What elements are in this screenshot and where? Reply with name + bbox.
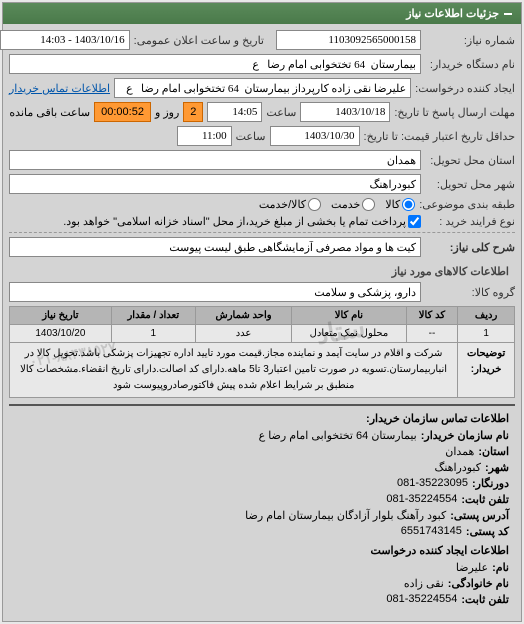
goods-group-label: گروه کالا:: [425, 286, 515, 299]
creator-info-title: اطلاعات ایجاد کننده درخواست: [15, 544, 509, 557]
deadline-time-input[interactable]: [207, 102, 262, 122]
c-province-label: استان:: [478, 445, 509, 458]
c-city: کبودراهنگ: [434, 461, 480, 474]
desc-cell: شرکت و اقلام در سایت آیمد و نماینده مجاز…: [10, 343, 458, 398]
radio-kala-khedmat-label: کالا/خدمت: [259, 198, 306, 211]
radio-kala-input[interactable]: [402, 198, 415, 211]
radio-kala-khedmat-input[interactable]: [308, 198, 321, 211]
payment-text: پرداخت تمام یا بخشی از مبلغ خرید،از محل …: [63, 215, 406, 228]
category-radio-group: کالا خدمت کالا/خدمت: [259, 198, 415, 211]
details-panel: جزئیات اطلاعات نیاز شماره نیاز: تاریخ و …: [2, 2, 522, 622]
province-input[interactable]: [9, 150, 421, 170]
separator-1: [9, 232, 515, 233]
c-phone-label: تلفن ثابت:: [461, 493, 509, 506]
city-input[interactable]: [9, 174, 421, 194]
col-5: تاریخ نیاز: [10, 307, 112, 325]
goods-group-input[interactable]: [9, 282, 421, 302]
buyer-org-label: نام دستگاه خریدار:: [425, 58, 515, 71]
need-number-label: شماره نیاز:: [425, 34, 515, 47]
contact-link[interactable]: اطلاعات تماس خریدار: [9, 82, 110, 95]
cell-0-0: 1: [458, 325, 515, 343]
collapse-icon[interactable]: [503, 9, 513, 19]
radio-kala-khedmat[interactable]: کالا/خدمت: [259, 198, 321, 211]
days-and-label: روز و: [155, 106, 179, 119]
c-phone: 081-35224554: [386, 493, 457, 506]
radio-kala[interactable]: کالا: [385, 198, 415, 211]
form-area: شماره نیاز: تاریخ و ساعت اعلان عمومی: نا…: [3, 24, 521, 621]
min-validity-time-input[interactable]: [177, 126, 232, 146]
min-validity-date-input[interactable]: [270, 126, 360, 146]
category-label: طبقه بندی موضوعی:: [419, 198, 515, 211]
radio-khedmat-input[interactable]: [362, 198, 375, 211]
time-label-2: ساعت: [236, 130, 266, 143]
c-postal: 6551743145: [401, 525, 462, 538]
col-3: واحد شمارش: [195, 307, 291, 325]
panel-title: جزئیات اطلاعات نیاز: [406, 7, 499, 20]
c-name: علیرضا: [456, 561, 488, 574]
desc-row: توضیحات خریدار: شرکت و اقلام در سایت آیم…: [10, 343, 515, 398]
deadline-date-input[interactable]: [300, 102, 390, 122]
creator-input[interactable]: [114, 78, 411, 98]
c-org: بیمارستان 64 تختخوابی امام رضا ع: [259, 429, 417, 442]
col-0: ردیف: [458, 307, 515, 325]
payment-checkbox-item[interactable]: پرداخت تمام یا بخشی از مبلغ خرید،از محل …: [63, 215, 421, 228]
radio-khedmat[interactable]: خدمت: [331, 198, 375, 211]
c-city-label: شهر:: [485, 461, 509, 474]
province-label: استان محل تحویل:: [425, 154, 515, 167]
contact-title: اطلاعات تماس سازمان خریدار:: [15, 412, 509, 425]
cell-0-5: 1403/10/20: [10, 325, 112, 343]
col-1: کد کالا: [406, 307, 458, 325]
announce-label: تاریخ و ساعت اعلان عمومی:: [134, 34, 264, 47]
table-row: 1 -- محلول نمک متعادل عدد 1 1403/10/20: [10, 325, 515, 343]
goods-table: ردیف کد کالا نام کالا واحد شمارش تعداد /…: [9, 306, 515, 398]
cell-0-4: 1: [111, 325, 195, 343]
city-label: شهر محل تحویل:: [425, 178, 515, 191]
need-number-input[interactable]: [276, 30, 421, 50]
remaining-label: ساعت باقی مانده: [9, 106, 90, 119]
payment-checkbox[interactable]: [408, 215, 421, 228]
c-fax: 081-35223095: [397, 477, 468, 490]
c-postal-label: کد پستی:: [466, 525, 509, 538]
goods-section-title: اطلاعات کالاهای مورد نیاز: [9, 261, 515, 282]
contact-section: اطلاعات تماس سازمان خریدار: نام سازمان خ…: [9, 404, 515, 615]
table-wrapper: ستاد ۰۲۱-۸۸۴۳۸۵۲۷ ردیف کد کالا نام کالا …: [9, 306, 515, 398]
payment-label: نوع فرایند خرید :: [425, 215, 515, 228]
c-fixed-phone-label: تلفن ثابت:: [461, 593, 509, 606]
c-org-label: نام سازمان خریدار:: [421, 429, 509, 442]
buyer-org-input[interactable]: [9, 54, 421, 74]
c-family-label: نام خانوادگی:: [448, 577, 509, 590]
radio-kala-label: کالا: [385, 198, 400, 211]
need-title-input[interactable]: [9, 237, 421, 257]
creator-label: ایجاد کننده درخواست:: [415, 82, 515, 95]
radio-khedmat-label: خدمت: [331, 198, 360, 211]
c-fixed-phone: 081-35224554: [386, 593, 457, 606]
announce-input[interactable]: [0, 30, 130, 50]
time-label-1: ساعت: [266, 106, 296, 119]
cell-0-2: محلول نمک متعادل: [292, 325, 406, 343]
c-fax-label: دورنگار:: [472, 477, 509, 490]
c-addr-label: آدرس پستی:: [450, 509, 509, 522]
c-family: نقی زاده: [404, 577, 444, 590]
cell-0-1: --: [406, 325, 458, 343]
days-count-box: 2: [183, 102, 203, 122]
cell-0-3: عدد: [195, 325, 291, 343]
need-title-label: شرح کلی نیاز:: [425, 241, 515, 254]
c-province: همدان: [445, 445, 474, 458]
min-validity-label: حداقل تاریخ اعتبار قیمت: تا تاریخ:: [364, 130, 515, 143]
c-addr: کبود رآهنگ بلوار آزادگان بیمارستان امام …: [245, 509, 446, 522]
col-4: تعداد / مقدار: [111, 307, 195, 325]
deadline-label: مهلت ارسال پاسخ تا تاریخ:: [394, 106, 515, 119]
col-2: نام کالا: [292, 307, 406, 325]
countdown-box: 00:00:52: [94, 102, 151, 122]
desc-label-cell: توضیحات خریدار:: [458, 343, 515, 398]
panel-header: جزئیات اطلاعات نیاز: [3, 3, 521, 24]
table-header-row: ردیف کد کالا نام کالا واحد شمارش تعداد /…: [10, 307, 515, 325]
c-name-label: نام:: [492, 561, 509, 574]
